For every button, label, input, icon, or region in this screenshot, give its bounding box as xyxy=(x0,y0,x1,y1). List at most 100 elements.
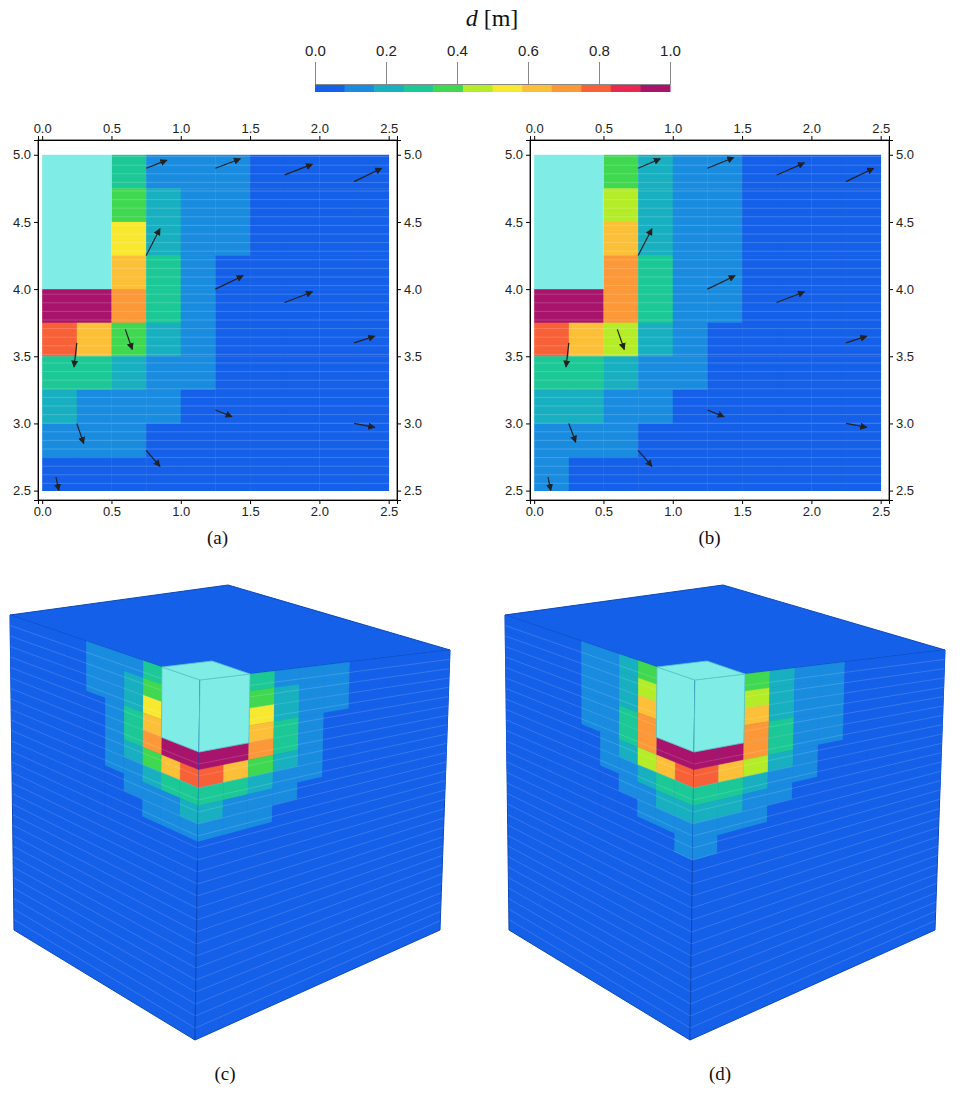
tick-mark xyxy=(34,222,38,223)
texture-line xyxy=(507,752,693,837)
arrow xyxy=(638,229,652,256)
texture-line xyxy=(38,483,397,484)
tick-label: 2.5 xyxy=(380,121,398,136)
texture-line xyxy=(530,449,889,450)
tick-label: 1.0 xyxy=(660,42,681,59)
tick: 1.5 xyxy=(242,121,260,140)
texture-line xyxy=(693,743,941,800)
texture-line xyxy=(530,388,889,389)
axis-line xyxy=(39,501,398,505)
cell xyxy=(846,390,881,424)
arrow xyxy=(846,168,874,181)
cell xyxy=(777,256,812,290)
tick: 2.5 xyxy=(380,500,398,519)
tick-label: 5.0 xyxy=(13,147,31,162)
axis-line xyxy=(531,136,890,141)
arrow xyxy=(146,229,160,256)
cell xyxy=(569,390,604,424)
arrow xyxy=(638,450,652,466)
texture-line xyxy=(530,354,889,355)
tick-mark xyxy=(599,62,600,84)
tick: 0.0 xyxy=(305,42,326,84)
tick-label: 1.0 xyxy=(172,121,190,136)
tick-mark xyxy=(389,136,390,140)
tick: 0.8 xyxy=(589,42,610,84)
tick-mark xyxy=(526,423,530,424)
cell xyxy=(146,155,181,189)
arrow xyxy=(215,276,243,289)
tick: 0.5 xyxy=(595,121,613,140)
tick: 0.0 xyxy=(526,500,544,519)
cell xyxy=(777,457,812,491)
cell xyxy=(707,256,742,290)
tick-label: 0.5 xyxy=(595,504,613,519)
texture-line xyxy=(508,878,690,981)
arrow xyxy=(354,336,375,343)
texture-line xyxy=(691,855,937,944)
tick: 3.0 xyxy=(505,416,530,431)
cell xyxy=(319,155,354,189)
texture-line xyxy=(530,466,889,467)
left-face xyxy=(505,615,695,1040)
tick-label: 2.5 xyxy=(505,483,523,498)
tick-mark xyxy=(603,136,604,140)
cell xyxy=(846,155,881,189)
cell xyxy=(673,457,708,491)
tick: 4.5 xyxy=(13,215,38,230)
cell xyxy=(638,256,673,290)
cell xyxy=(811,155,846,189)
panel: 0.00.51.01.52.02.50.00.51.01.52.02.52.53… xyxy=(13,121,422,549)
tick-label: 2.5 xyxy=(380,504,398,519)
texture-line xyxy=(530,423,889,424)
texture-line xyxy=(197,799,444,872)
cell xyxy=(285,390,320,424)
texture-line xyxy=(12,762,198,848)
texture-line xyxy=(508,888,690,992)
texture-line xyxy=(11,731,198,813)
arrow xyxy=(707,410,724,417)
texture-line xyxy=(38,294,397,295)
arrow xyxy=(566,343,569,367)
cell xyxy=(77,457,112,491)
tick: 2.0 xyxy=(803,121,821,140)
texture-line xyxy=(507,762,693,848)
colorbar-swatch xyxy=(640,84,670,92)
tick-label: 0.8 xyxy=(589,42,610,59)
tick-label: 3.0 xyxy=(505,416,523,431)
tick-label: 0.0 xyxy=(526,121,544,136)
texture-line xyxy=(530,302,889,303)
texture-line xyxy=(14,909,196,1016)
cell xyxy=(77,390,112,424)
tick-label: 0.5 xyxy=(103,121,121,136)
texture-line xyxy=(195,911,440,1016)
plot-area xyxy=(530,148,889,492)
texture-line xyxy=(38,371,397,372)
cell xyxy=(42,356,77,390)
tick: 3.0 xyxy=(13,416,38,431)
cell xyxy=(181,356,216,390)
tick: 3.5 xyxy=(397,349,422,364)
tick-mark xyxy=(811,136,812,140)
tick-label: 2.0 xyxy=(803,504,821,519)
texture-line xyxy=(38,431,397,432)
cell xyxy=(707,356,742,390)
cell xyxy=(777,323,812,357)
tick-label: 1.0 xyxy=(664,121,682,136)
texture-line xyxy=(38,466,397,467)
cell xyxy=(181,390,216,424)
tick-label: 5.0 xyxy=(404,147,422,162)
pile-3d xyxy=(656,667,695,752)
tick: 2.5 xyxy=(505,483,530,498)
tick: 1.0 xyxy=(660,42,681,84)
tick-mark xyxy=(34,356,38,357)
cell xyxy=(250,323,285,357)
tick-label: 4.5 xyxy=(505,215,523,230)
texture-line xyxy=(509,909,691,1016)
texture-line xyxy=(38,406,397,407)
cell xyxy=(811,323,846,357)
colorbar-title-unit: [m] xyxy=(478,5,519,31)
texture-line xyxy=(12,752,198,837)
cell xyxy=(181,457,216,491)
tick-label: 3.5 xyxy=(505,349,523,364)
cell xyxy=(250,457,285,491)
